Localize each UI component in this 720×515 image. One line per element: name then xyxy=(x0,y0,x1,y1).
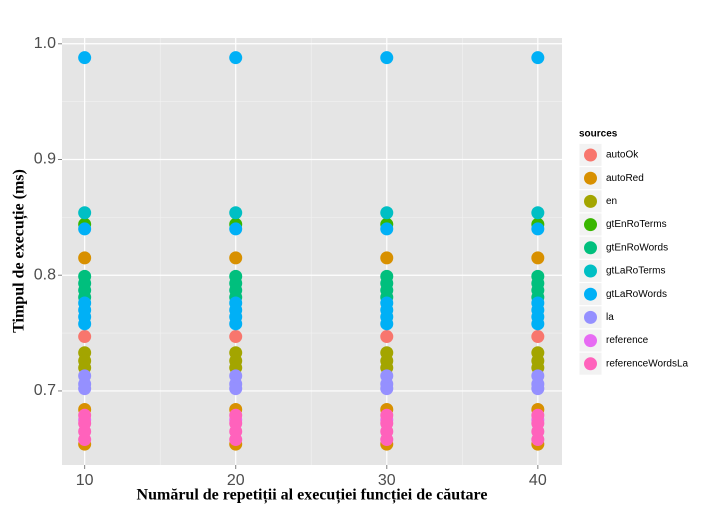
point xyxy=(380,317,394,331)
point xyxy=(78,206,92,220)
point xyxy=(380,382,394,396)
point xyxy=(380,433,394,447)
legend-symbol xyxy=(584,148,597,162)
point xyxy=(531,206,545,220)
x-tick-label: 10 xyxy=(76,472,94,489)
point xyxy=(78,251,92,265)
point xyxy=(531,222,545,236)
x-axis-title: Numărul de repetiții al execuției funcți… xyxy=(137,487,488,505)
point xyxy=(229,433,243,447)
legend-symbol xyxy=(584,218,597,232)
legend: autoOk autoRed en gtEnRoTerms gtEnRoWords gtL… xyxy=(578,142,689,376)
point xyxy=(380,330,394,344)
point xyxy=(380,51,394,65)
point xyxy=(78,222,92,236)
plot-background xyxy=(62,38,562,465)
point xyxy=(229,222,243,236)
legend-label: autoOk xyxy=(606,150,639,161)
x-tick-label: 20 xyxy=(227,472,245,489)
legend-label: la xyxy=(606,312,614,323)
point xyxy=(531,317,545,331)
legend-symbol xyxy=(584,171,597,185)
y-tick-label: 0.8 xyxy=(34,266,56,283)
legend-symbol xyxy=(584,357,597,371)
point xyxy=(229,330,243,344)
point xyxy=(78,51,92,65)
legend-title: sources xyxy=(579,129,618,140)
x-tick-label: 30 xyxy=(378,472,396,489)
x-tick-label: 40 xyxy=(529,472,547,489)
legend-label: gtLaRoTerms xyxy=(606,266,665,277)
point xyxy=(229,206,243,220)
point xyxy=(78,382,92,396)
legend-label: autoRed xyxy=(606,173,644,184)
point xyxy=(78,330,92,344)
legend-label: reference xyxy=(606,335,649,346)
point xyxy=(229,51,243,65)
legend-label: referenceWordsLa xyxy=(606,358,689,369)
legend-label: gtEnRoTerms xyxy=(606,219,667,230)
y-tick-label: 0.9 xyxy=(34,151,56,168)
legend-symbol xyxy=(584,264,597,278)
point xyxy=(380,206,394,220)
point xyxy=(380,222,394,236)
point xyxy=(531,330,545,344)
legend-symbol xyxy=(584,287,597,301)
point xyxy=(78,317,92,331)
y-tick-label: 1.0 xyxy=(34,35,56,52)
point xyxy=(531,433,545,447)
point xyxy=(78,433,92,447)
legend-symbol xyxy=(584,334,597,348)
y-tick-label: 0.7 xyxy=(34,382,56,399)
point xyxy=(531,51,545,65)
point xyxy=(229,317,243,331)
legend-symbol xyxy=(584,241,597,255)
point xyxy=(380,251,394,265)
point xyxy=(531,251,545,265)
legend-label: gtEnRoWords xyxy=(606,242,668,253)
points xyxy=(78,51,545,451)
y-axis-title: Timpul de execuție (ms) xyxy=(11,169,29,333)
point xyxy=(229,382,243,396)
legend-label: en xyxy=(606,196,617,207)
point xyxy=(531,382,545,396)
legend-symbol xyxy=(584,194,597,208)
legend-symbol xyxy=(584,310,597,324)
legend-label: gtLaRoWords xyxy=(606,289,667,300)
point xyxy=(229,251,243,265)
